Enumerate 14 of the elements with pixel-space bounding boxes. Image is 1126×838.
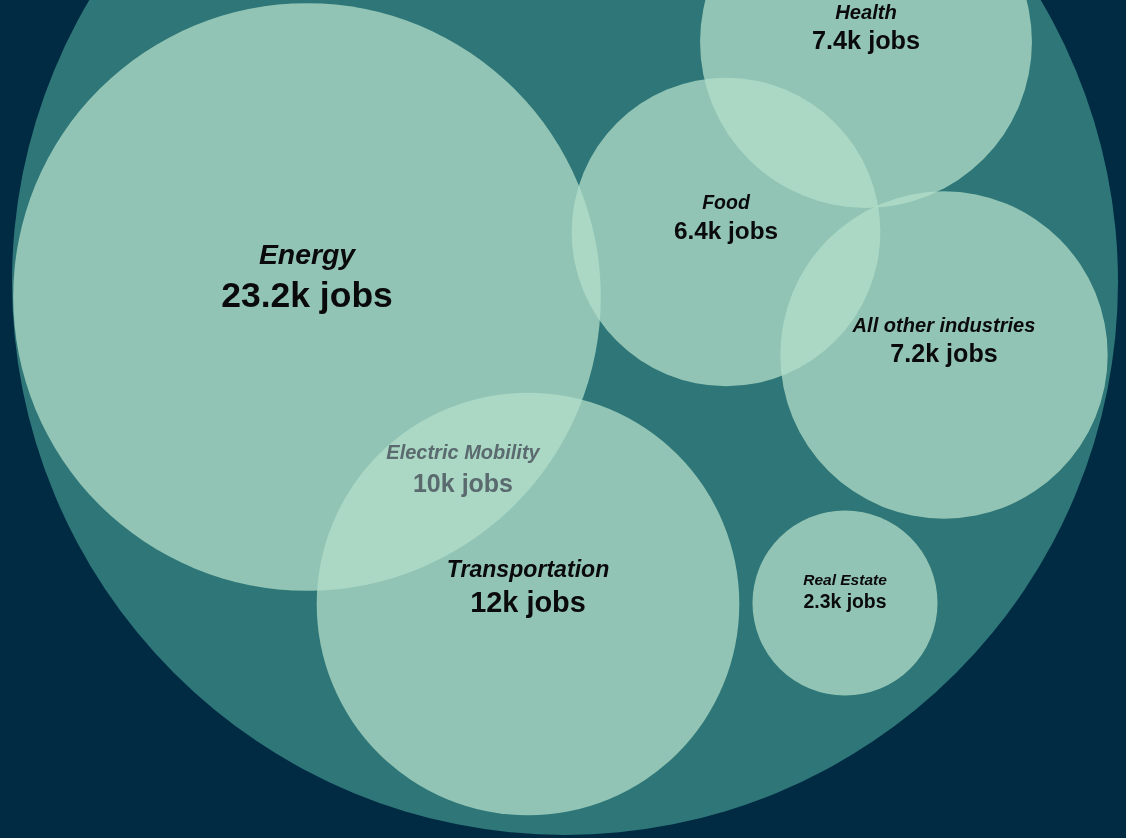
data-label: 7.4k jobs — [811, 25, 921, 54]
category-label: Food — [702, 191, 751, 214]
category-label: Real Estate — [803, 570, 888, 588]
data-label: 12k jobs — [470, 585, 586, 618]
data-label: 23.2k jobs — [221, 274, 393, 315]
category-label: Transportation — [446, 556, 610, 583]
text: Electric Mobility — [386, 440, 541, 463]
data-label: 7.2k jobs — [890, 338, 998, 367]
data-label: 6.4k jobs — [673, 216, 779, 244]
data-label: 2.3k jobs — [803, 590, 887, 613]
category-label: Energy — [258, 238, 357, 270]
category-label: Health — [835, 0, 897, 23]
category-label: All other industries — [851, 313, 1036, 336]
text: 10k jobs — [412, 468, 514, 497]
